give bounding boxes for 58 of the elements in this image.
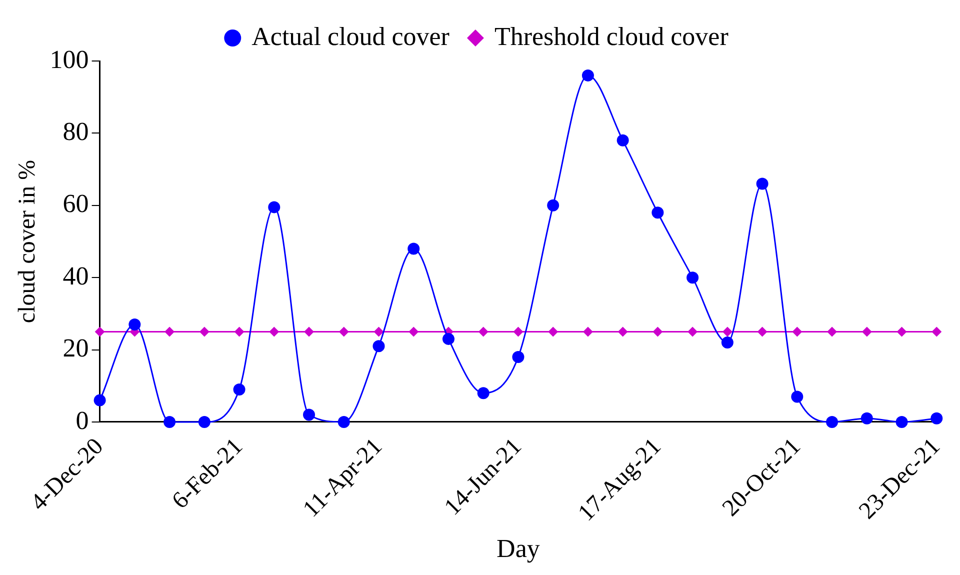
y-tick-label: 60 (62, 189, 89, 218)
point (198, 416, 210, 428)
point (792, 326, 802, 337)
point (932, 326, 942, 337)
point (862, 326, 872, 337)
point (548, 326, 558, 337)
point (721, 336, 734, 349)
point (128, 318, 141, 331)
point (408, 242, 420, 255)
y-tick-label: 0 (76, 406, 89, 435)
point (686, 272, 699, 284)
point (477, 387, 490, 400)
point (408, 326, 419, 337)
y-tick-label: 40 (62, 261, 89, 290)
point (616, 134, 629, 146)
point (94, 326, 105, 337)
y-tick-label: 100 (50, 44, 89, 74)
point (374, 326, 384, 337)
point (827, 326, 838, 337)
point (547, 199, 560, 212)
point (164, 416, 176, 428)
point (269, 326, 280, 337)
point (756, 178, 768, 190)
point (199, 326, 210, 337)
point (860, 412, 873, 424)
y-axis-title: cloud cover in % (14, 160, 41, 324)
point (478, 326, 488, 337)
point (896, 416, 908, 428)
point (826, 416, 838, 428)
point (688, 326, 698, 337)
point (512, 350, 524, 363)
x-axis-title: Day (496, 534, 540, 564)
point (338, 416, 350, 428)
point (582, 326, 593, 337)
y-tick-label: 20 (62, 334, 89, 363)
point (268, 201, 280, 214)
point (652, 326, 663, 337)
y-tick-label: 80 (62, 117, 89, 146)
point (164, 326, 175, 337)
point (94, 394, 106, 406)
point (372, 340, 385, 352)
point (513, 326, 524, 337)
point (930, 412, 943, 424)
point (442, 332, 454, 345)
legend-label: Threshold cloud cover (494, 22, 729, 51)
point (618, 326, 628, 337)
legend-label: Actual cloud cover (252, 22, 450, 51)
point (233, 383, 246, 396)
point (722, 326, 732, 337)
point (791, 390, 804, 403)
point (652, 206, 664, 219)
point (582, 69, 594, 82)
point (234, 326, 244, 337)
point (757, 326, 768, 337)
point (338, 326, 349, 337)
point (304, 326, 314, 337)
point (303, 408, 316, 421)
point (896, 326, 907, 337)
